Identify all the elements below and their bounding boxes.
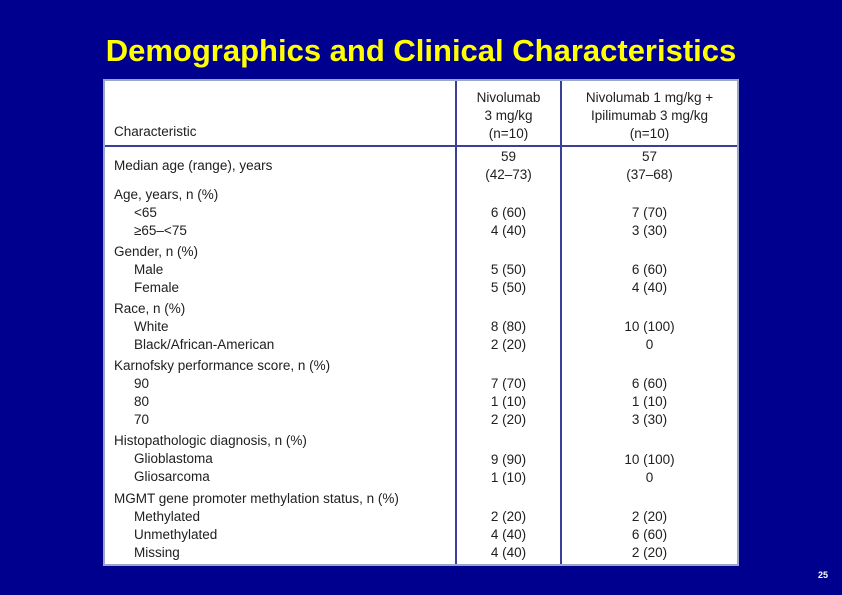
karnofsky-col2: 6 (60) 1 (10) 3 (30)	[562, 375, 737, 429]
table-cell: 6 (60)	[631, 376, 668, 391]
table-cell: 3 (30)	[631, 223, 668, 238]
row-sublabel: White	[134, 319, 169, 334]
row-sublabel: Methylated	[134, 509, 201, 524]
column-divider	[560, 81, 562, 564]
row-label-karnofsky: Karnofsky performance score, n (%) 90 80…	[114, 357, 330, 429]
row-sublabel: Missing	[134, 545, 180, 560]
karnofsky-col1: 7 (70) 1 (10) 2 (20)	[457, 375, 560, 429]
row-label: Race, n (%)	[114, 301, 186, 316]
table-cell: 4 (40)	[631, 280, 668, 295]
table-cell: 6 (60)	[490, 205, 527, 220]
header-line: (n=10)	[488, 126, 529, 141]
table-cell: 3 (30)	[631, 412, 668, 427]
table-cell: 9 (90)	[490, 452, 527, 467]
race-col1: 8 (80) 2 (20)	[457, 318, 560, 354]
row-sublabel: Glioblastoma	[134, 451, 213, 466]
table-cell: 2 (20)	[490, 337, 527, 352]
row-label-age: Age, years, n (%) <65 ≥65–<75	[114, 186, 218, 240]
table-cell: 57	[641, 149, 658, 164]
row-label-race: Race, n (%) White Black/African-American	[114, 300, 274, 354]
header-divider	[105, 145, 737, 147]
row-label: Karnofsky performance score, n (%)	[114, 358, 331, 373]
row-sublabel: Male	[134, 262, 164, 277]
characteristics-table: Characteristic Nivolumab 3 mg/kg (n=10) …	[103, 79, 739, 566]
header-nivolumab-ipilimumab: Nivolumab 1 mg/kg + Ipilimumab 3 mg/kg (…	[562, 89, 737, 143]
row-sublabel: 70	[134, 412, 150, 427]
table-cell: 59	[500, 149, 517, 164]
table-cell: 8 (80)	[490, 319, 527, 334]
table-cell: 0	[645, 337, 654, 352]
row-label-gender: Gender, n (%) Male Female	[114, 243, 198, 297]
gender-col1: 5 (50) 5 (50)	[457, 261, 560, 297]
gender-col2: 6 (60) 4 (40)	[562, 261, 737, 297]
header-line: (n=10)	[629, 126, 670, 141]
row-sublabel: Gliosarcoma	[134, 469, 210, 484]
row-sublabel: Female	[134, 280, 180, 295]
row-label: Histopathologic diagnosis, n (%)	[114, 433, 307, 448]
table-cell: 10 (100)	[624, 319, 675, 334]
histopathologic-col1: 9 (90) 1 (10)	[457, 451, 560, 487]
median-age-col1: 59 (42–73)	[457, 148, 560, 184]
median-age-col2: 57 (37–68)	[562, 148, 737, 184]
row-label: Age, years, n (%)	[114, 187, 219, 202]
age-col2: 7 (70) 3 (30)	[562, 204, 737, 240]
table-cell: 2 (20)	[631, 509, 668, 524]
page-number: 25	[817, 570, 828, 580]
header-line: 3 mg/kg	[484, 108, 533, 123]
header-line: Nivolumab 1 mg/kg +	[585, 90, 714, 105]
header-characteristic: Characteristic	[114, 124, 197, 139]
header-line: Nivolumab	[476, 90, 541, 105]
table-cell: (42–73)	[485, 167, 532, 182]
row-sublabel: 80	[134, 394, 150, 409]
table-cell: 1 (10)	[490, 470, 527, 485]
row-label-mgmt: MGMT gene promoter methylation status, n…	[114, 490, 399, 562]
table-cell: 5 (50)	[490, 280, 527, 295]
mgmt-col2: 2 (20) 6 (60) 2 (20)	[562, 508, 737, 562]
table-cell: 2 (20)	[631, 545, 668, 560]
table-cell: 4 (40)	[490, 545, 527, 560]
row-label: MGMT gene promoter methylation status, n…	[114, 491, 399, 506]
table-cell: (37–68)	[626, 167, 673, 182]
column-divider	[455, 81, 457, 564]
row-label: Median age (range), years	[114, 158, 273, 173]
table-cell: 10 (100)	[624, 452, 675, 467]
header-nivolumab-3mg: Nivolumab 3 mg/kg (n=10)	[457, 89, 560, 143]
table-cell: 7 (70)	[631, 205, 668, 220]
table-cell: 0	[645, 470, 654, 485]
row-sublabel: 90	[134, 376, 150, 391]
table-cell: 2 (20)	[490, 412, 527, 427]
table-cell: 1 (10)	[631, 394, 668, 409]
row-sublabel: <65	[134, 205, 157, 220]
table-cell: 4 (40)	[490, 223, 527, 238]
mgmt-col1: 2 (20) 4 (40) 4 (40)	[457, 508, 560, 562]
header-line: Ipilimumab 3 mg/kg	[590, 108, 709, 123]
row-label-median-age: Median age (range), years	[114, 157, 272, 175]
row-sublabel: Black/African-American	[134, 337, 275, 352]
table-cell: 7 (70)	[490, 376, 527, 391]
row-label: Gender, n (%)	[114, 244, 199, 259]
slide-title: Demographics and Clinical Characteristic…	[105, 33, 737, 68]
table-cell: 1 (10)	[490, 394, 527, 409]
row-sublabel: ≥65–<75	[134, 223, 187, 238]
table-cell: 6 (60)	[631, 262, 668, 277]
table-cell: 6 (60)	[631, 527, 668, 542]
row-label-histopathologic: Histopathologic diagnosis, n (%) Gliobla…	[114, 432, 307, 486]
age-col1: 6 (60) 4 (40)	[457, 204, 560, 240]
histopathologic-col2: 10 (100) 0	[562, 451, 737, 487]
table-cell: 4 (40)	[490, 527, 527, 542]
table-cell: 5 (50)	[490, 262, 527, 277]
row-sublabel: Unmethylated	[134, 527, 218, 542]
race-col2: 10 (100) 0	[562, 318, 737, 354]
table-cell: 2 (20)	[490, 509, 527, 524]
